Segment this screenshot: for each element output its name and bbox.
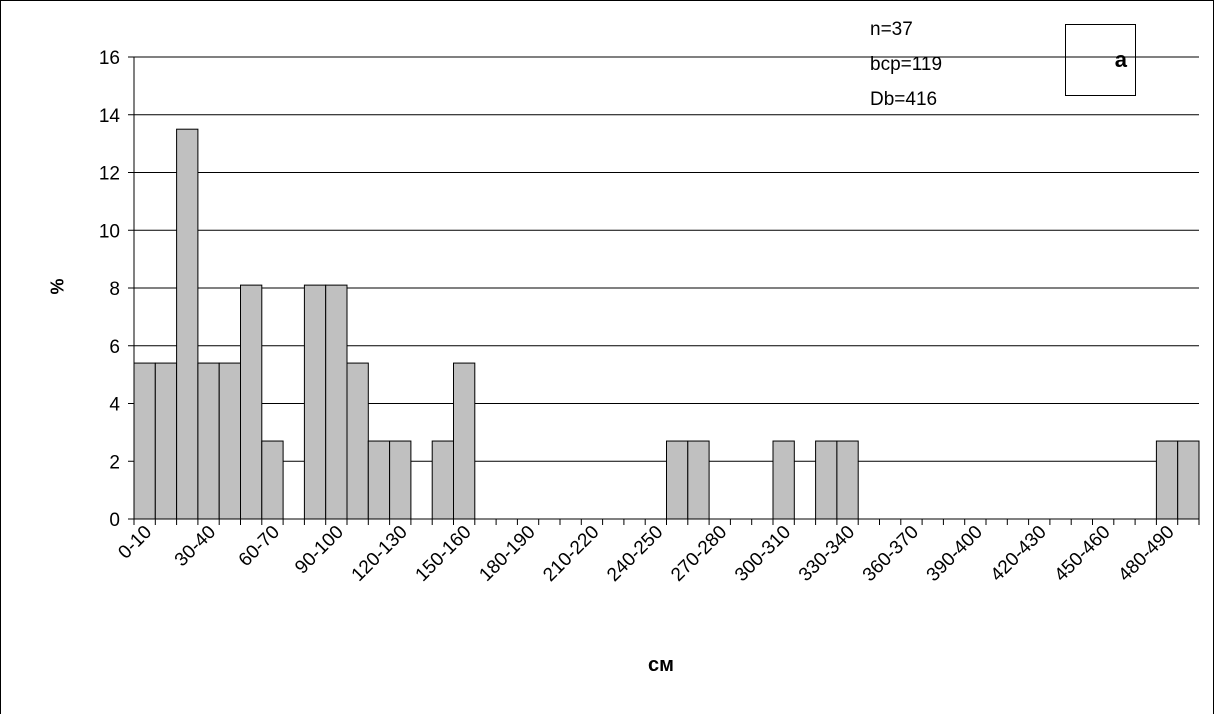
y-tick-label: 8 bbox=[109, 279, 120, 300]
bar-260-270 bbox=[687, 440, 710, 520]
bar-320-330 bbox=[815, 440, 838, 520]
x-tick-label: 150-160 bbox=[412, 522, 476, 586]
x-tick-label: 270-280 bbox=[667, 522, 731, 586]
y-tick-label: 6 bbox=[109, 337, 120, 358]
bar-110-120 bbox=[367, 440, 391, 520]
bar-150-160 bbox=[453, 362, 476, 520]
x-tick-label: 300-310 bbox=[731, 522, 795, 586]
x-tick-label: 180-190 bbox=[475, 522, 539, 586]
bar-20-30 bbox=[176, 128, 199, 520]
bar-490-500 bbox=[1177, 440, 1200, 520]
bar-10-20 bbox=[154, 362, 178, 520]
bar-80-90 bbox=[303, 284, 327, 520]
x-tick-label: 120-130 bbox=[348, 522, 412, 586]
bar-90-100 bbox=[325, 284, 348, 520]
stat-db: Db=416 bbox=[870, 89, 938, 110]
x-tick-label: 450-460 bbox=[1051, 522, 1115, 586]
x-tick-label: 420-430 bbox=[987, 522, 1051, 586]
x-tick-label: 90-100 bbox=[291, 522, 348, 579]
panel-label-box: a bbox=[1065, 24, 1136, 96]
x-tick-label: 60-70 bbox=[235, 522, 284, 571]
y-tick-label: 4 bbox=[109, 395, 120, 416]
x-tick-label: 210-220 bbox=[539, 522, 603, 586]
y-tick-label: 14 bbox=[99, 106, 121, 127]
bar-330-340 bbox=[836, 440, 859, 520]
y-tick-label: 10 bbox=[99, 221, 120, 242]
x-axis-title: см bbox=[648, 654, 674, 676]
y-tick-label: 0 bbox=[109, 510, 120, 531]
bar-120-130 bbox=[389, 440, 412, 520]
y-tick-label: 2 bbox=[109, 452, 120, 473]
x-tick-label: 30-40 bbox=[171, 522, 220, 571]
bar-60-70 bbox=[261, 440, 284, 520]
x-tick-label: 330-340 bbox=[795, 522, 859, 586]
bar-0-10 bbox=[133, 362, 156, 520]
y-tick-label: 12 bbox=[99, 164, 120, 185]
x-tick-label: 240-250 bbox=[603, 522, 667, 586]
bar-140-150 bbox=[431, 440, 455, 520]
bar-300-310 bbox=[772, 440, 795, 520]
panel-label: a bbox=[1114, 47, 1127, 72]
x-axis-title-row: см bbox=[0, 654, 1214, 677]
bar-250-260 bbox=[666, 440, 689, 520]
bar-480-490 bbox=[1155, 440, 1179, 520]
stat-bcp: bcp=119 bbox=[870, 54, 943, 75]
x-tick-label: 480-490 bbox=[1114, 522, 1178, 586]
y-axis-title: % bbox=[47, 278, 68, 295]
bar-30-40 bbox=[197, 362, 220, 520]
bar-100-110 bbox=[346, 362, 369, 520]
bar-40-50 bbox=[218, 362, 241, 520]
stat-n: n=37 bbox=[870, 19, 913, 40]
x-tick-label: 0-10 bbox=[114, 522, 156, 564]
x-tick-label: 390-400 bbox=[923, 522, 987, 586]
y-tick-label: 16 bbox=[99, 48, 120, 69]
x-tick-label: 360-370 bbox=[859, 522, 923, 586]
bar-50-60 bbox=[240, 284, 263, 520]
